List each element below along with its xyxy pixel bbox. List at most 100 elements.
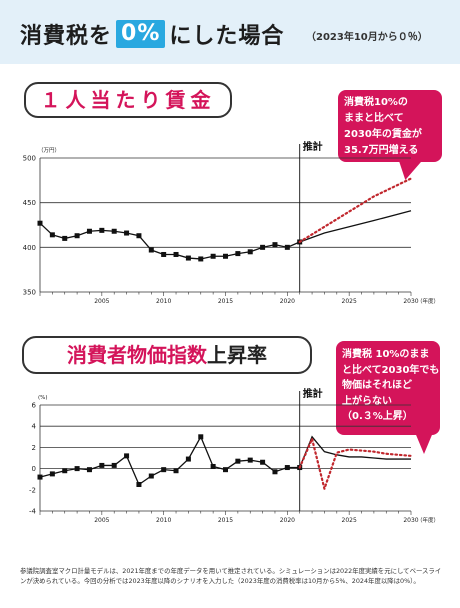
data-point: [74, 466, 80, 472]
data-point: [235, 458, 241, 464]
y-tick-label: 6: [32, 402, 37, 410]
data-point: [111, 228, 117, 234]
series-line-baseline: [39, 222, 300, 260]
section2-callout: 消費税 10%のまま と比べて2030年でも 物価はそれほど 上がらない （0.…: [336, 341, 440, 435]
data-point: [210, 463, 216, 469]
forecast-label: 推計: [303, 140, 323, 153]
data-point: [124, 230, 130, 236]
series-line-baseline: [39, 435, 300, 486]
y-tick-label: 400: [23, 244, 36, 252]
data-point: [62, 468, 68, 474]
data-point: [86, 467, 92, 473]
y-tick-label: 450: [23, 199, 36, 207]
data-point: [223, 253, 228, 259]
y-tick-label: 0: [32, 465, 36, 473]
data-point: [74, 233, 80, 239]
data-point: [185, 456, 191, 462]
callout2-line: 消費税 10%のまま: [342, 349, 430, 360]
section2-title: 消費者物価指数上昇率: [22, 336, 312, 374]
x-tick-label: 2005: [94, 517, 109, 524]
data-point: [272, 242, 278, 248]
callout1-line: 35.7万円増える: [344, 145, 419, 156]
callout1-line: 2030年の賃金が: [344, 129, 422, 140]
data-point: [148, 473, 154, 479]
section2-title-part2: 上昇率: [207, 343, 267, 367]
data-point: [173, 468, 179, 474]
x-axis-suffix: （年度）: [417, 516, 439, 524]
data-point: [49, 232, 55, 238]
data-point: [210, 253, 216, 259]
callout2-line: と比べて2030年でも: [342, 364, 440, 376]
title-part1: 消費税を: [20, 24, 113, 49]
x-tick-label: 2020: [280, 298, 295, 305]
data-point: [148, 247, 154, 253]
wage-chart: 350 400 450 500 2005 2010 2015 2020 2025 2030（年度）…: [23, 140, 439, 305]
callout2-tail: [414, 430, 434, 454]
data-point: [260, 244, 266, 250]
callout2-line: 上がらない: [342, 395, 392, 407]
x-tick-label: 2015: [218, 517, 233, 524]
data-point: [284, 244, 290, 250]
data-point: [260, 459, 266, 465]
callout1-line: 消費税10%の: [344, 97, 408, 108]
data-point: [185, 255, 191, 261]
data-point: [247, 249, 253, 255]
cpi-chart: -4 -2 0 2 4 6 2005 2010 2015 2020 2025 2030（年度） (%) 推…: [29, 387, 439, 524]
x-tick-label: 2010: [156, 298, 171, 305]
x-tick-label: 2030: [403, 298, 418, 305]
data-point: [284, 465, 290, 471]
series-line-baseline: [299, 435, 411, 468]
data-point: [198, 256, 204, 262]
data-point: [173, 251, 179, 257]
data-point: [111, 462, 117, 468]
title-highlight: 0%: [116, 20, 166, 48]
data-point: [247, 457, 253, 463]
series-line-baseline: [299, 210, 412, 243]
forecast-label: 推計: [303, 387, 323, 400]
data-point: [86, 228, 92, 234]
data-point: [49, 471, 55, 477]
section2-title-part1: 消費者物価指数: [67, 343, 207, 367]
x-tick-label: 2025: [342, 298, 357, 305]
x-tick-label: 2015: [218, 298, 233, 305]
data-point: [136, 233, 142, 239]
data-point: [99, 227, 105, 233]
series-line-scenario: [298, 177, 413, 244]
x-tick-label: 2010: [156, 517, 171, 524]
series-line-scenario: [298, 435, 413, 493]
unit-label: (%): [38, 395, 48, 401]
unit-label: （万円）: [38, 147, 60, 154]
section1-title: １人当たり賃金: [24, 82, 232, 118]
data-point: [124, 453, 130, 459]
data-point: [198, 434, 204, 440]
data-point: [272, 469, 278, 475]
footnote: 参議院調査室マクロ計量モデルは、2021年度までの年度データを用いて推定されてい…: [20, 567, 442, 585]
page-title: 消費税を 0% にした場合: [20, 18, 284, 50]
y-tick-label: -2: [29, 486, 36, 494]
y-tick-label: 350: [23, 289, 36, 297]
data-point: [223, 467, 228, 473]
callout2-line: （0.３%上昇）: [342, 411, 413, 422]
callout2-line: 物価はそれほど: [342, 380, 412, 391]
callout1-line: ままと比べて: [344, 113, 404, 124]
data-point: [37, 474, 43, 480]
data-point: [99, 462, 105, 468]
y-tick-label: 500: [23, 155, 36, 163]
data-point: [235, 251, 241, 257]
data-point: [161, 251, 167, 257]
data-point: [37, 220, 43, 226]
x-tick-label: 2020: [280, 517, 295, 524]
page-subtitle: （2023年10月から０％）: [306, 32, 428, 43]
data-point: [161, 467, 167, 473]
x-tick-label: 2005: [94, 298, 109, 305]
y-tick-label: 4: [32, 423, 37, 431]
x-tick-label: 2030: [403, 517, 418, 524]
y-tick-label: -4: [29, 508, 37, 516]
y-tick-label: 2: [32, 444, 36, 452]
data-point: [136, 482, 142, 487]
x-axis-suffix: （年度）: [417, 297, 439, 305]
header-banner: 消費税を 0% にした場合 （2023年10月から０％）: [0, 0, 460, 64]
title-part2: にした場合: [169, 24, 285, 49]
x-tick-label: 2025: [342, 517, 357, 524]
data-point: [62, 235, 68, 241]
